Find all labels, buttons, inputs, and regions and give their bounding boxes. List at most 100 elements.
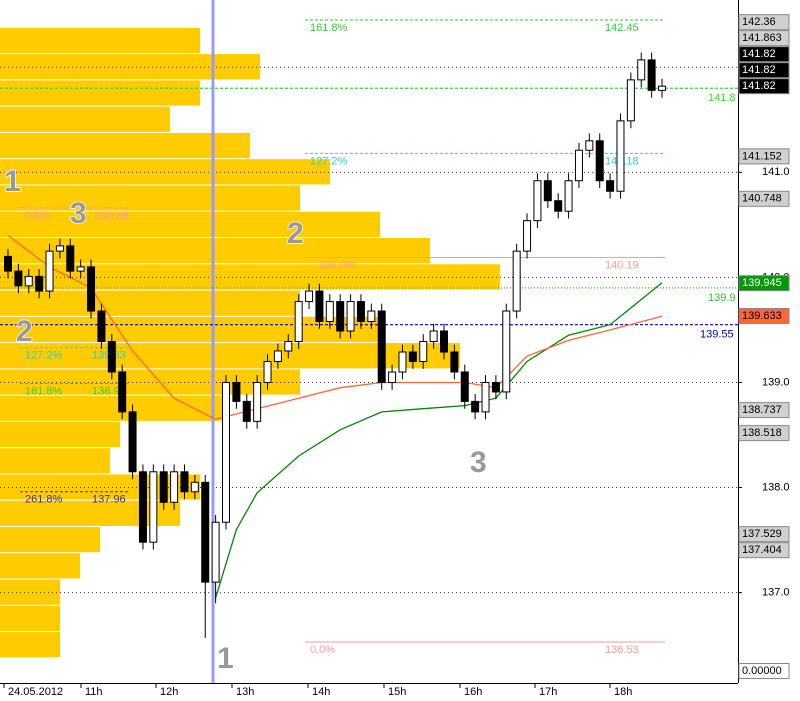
candle-body bbox=[14, 270, 23, 287]
x-tick-label: 16h bbox=[464, 686, 482, 698]
candle-body bbox=[76, 266, 85, 272]
candle-body bbox=[429, 330, 438, 343]
volume-profile-bar bbox=[0, 27, 200, 54]
candle-body bbox=[263, 360, 272, 383]
price-box bbox=[738, 62, 790, 79]
price-level-label: 139.9 bbox=[708, 292, 736, 304]
volume-profile-bar bbox=[0, 185, 300, 211]
x-tick-label: 13h bbox=[236, 686, 254, 698]
price-box-label: 137.529 bbox=[742, 528, 782, 540]
candle-body bbox=[325, 301, 334, 323]
price-box bbox=[738, 542, 790, 559]
candle-body bbox=[440, 330, 448, 353]
candle-body bbox=[626, 79, 635, 122]
candle-body bbox=[336, 301, 345, 332]
candle-body bbox=[305, 290, 314, 303]
price-box-label: 141.82 bbox=[742, 48, 776, 60]
moving-average bbox=[7, 234, 663, 420]
price-box-label: 141.863 bbox=[742, 32, 782, 44]
x-tick-label: 12h bbox=[160, 686, 178, 698]
fib-pct: 127.2% bbox=[25, 350, 63, 362]
candle-body bbox=[159, 471, 168, 503]
candle-body bbox=[533, 180, 542, 222]
fib-pct: 0.0% bbox=[25, 210, 50, 222]
candle-body bbox=[294, 301, 303, 342]
candle-body bbox=[481, 381, 490, 413]
candle-body bbox=[616, 120, 625, 192]
candle-body bbox=[284, 341, 293, 352]
fib-value: 138.99 bbox=[92, 385, 126, 397]
volume-profile-bar bbox=[0, 448, 110, 474]
price-box bbox=[738, 663, 790, 679]
wave-label: 2 bbox=[16, 315, 33, 348]
candle-body bbox=[346, 301, 355, 332]
volume-profile-bar bbox=[0, 369, 300, 395]
x-tick-label: 18h bbox=[614, 686, 632, 698]
candle-body bbox=[138, 471, 147, 543]
candle-body bbox=[356, 301, 365, 323]
candle-body bbox=[408, 351, 417, 362]
candle-body bbox=[574, 149, 583, 182]
x-tick-label: 11h bbox=[85, 686, 103, 698]
x-tick-label: 15h bbox=[388, 686, 406, 698]
price-box bbox=[738, 46, 790, 63]
price-box-label: 141.82 bbox=[742, 80, 776, 92]
price-box bbox=[738, 402, 790, 419]
candle-body bbox=[367, 310, 376, 323]
fib-value: 140.66 bbox=[95, 210, 129, 222]
price-box bbox=[738, 30, 790, 47]
candle-body bbox=[512, 250, 521, 312]
price-level-label: 139.55 bbox=[700, 329, 734, 341]
volume-profile-bar bbox=[0, 579, 60, 605]
candle-body bbox=[211, 521, 220, 583]
x-tick-label: 14h bbox=[312, 686, 330, 698]
candle-body bbox=[118, 371, 127, 413]
volume-profile-bar bbox=[0, 343, 460, 369]
volume-profile-bar bbox=[0, 605, 60, 632]
volume-profile-bar bbox=[0, 395, 230, 421]
price-box-label: 141.82 bbox=[742, 64, 776, 76]
volume-profile-bar bbox=[0, 132, 250, 159]
volume-profile-bar bbox=[0, 106, 170, 132]
candle-body bbox=[637, 59, 646, 81]
price-box bbox=[738, 425, 790, 442]
candle-body bbox=[419, 341, 428, 362]
candle-body bbox=[55, 245, 64, 252]
price-box-label: 141.152 bbox=[742, 150, 782, 162]
price-box-label: 142.36 bbox=[742, 16, 776, 28]
volume-profile-bar bbox=[0, 526, 100, 553]
candle-body bbox=[606, 180, 615, 192]
candle-body bbox=[4, 255, 12, 272]
fib-pct: 261.8% bbox=[25, 494, 63, 506]
fib-pct: 161.8% bbox=[25, 385, 63, 397]
candle-body bbox=[24, 275, 33, 287]
wave-label: 3 bbox=[470, 446, 487, 479]
wave-label: 3 bbox=[70, 197, 87, 230]
candle-body bbox=[595, 140, 604, 182]
x-tick-label: 17h bbox=[539, 686, 557, 698]
price-level-label: 141.8 bbox=[708, 92, 736, 104]
volume-profile-bar bbox=[0, 421, 120, 448]
candle-body bbox=[170, 471, 179, 503]
candle-body bbox=[222, 381, 230, 523]
price-box-label: 0.00000 bbox=[742, 665, 782, 677]
volume-profile-bar bbox=[0, 632, 60, 658]
candle-body bbox=[201, 481, 210, 583]
price-box bbox=[738, 307, 790, 324]
price-box bbox=[738, 148, 790, 165]
wave-label: 1 bbox=[217, 642, 234, 675]
fib-pct: 100.0% bbox=[318, 259, 356, 271]
price-box bbox=[738, 78, 790, 95]
price-box-label: 139.945 bbox=[742, 277, 782, 289]
candle-body bbox=[523, 220, 532, 252]
price-box-label: 140.748 bbox=[742, 193, 782, 205]
candle-body bbox=[149, 471, 158, 543]
price-box-label: 139.633 bbox=[742, 310, 782, 322]
price-box-label: 137.404 bbox=[742, 544, 782, 556]
candle-body bbox=[190, 481, 199, 493]
candle-body bbox=[97, 310, 106, 342]
candle-body bbox=[107, 341, 116, 373]
x-tick-label: 24.05.2012 bbox=[8, 686, 63, 698]
y-tick-label: 139.0 bbox=[762, 376, 790, 388]
volume-profile-bar bbox=[0, 80, 200, 106]
